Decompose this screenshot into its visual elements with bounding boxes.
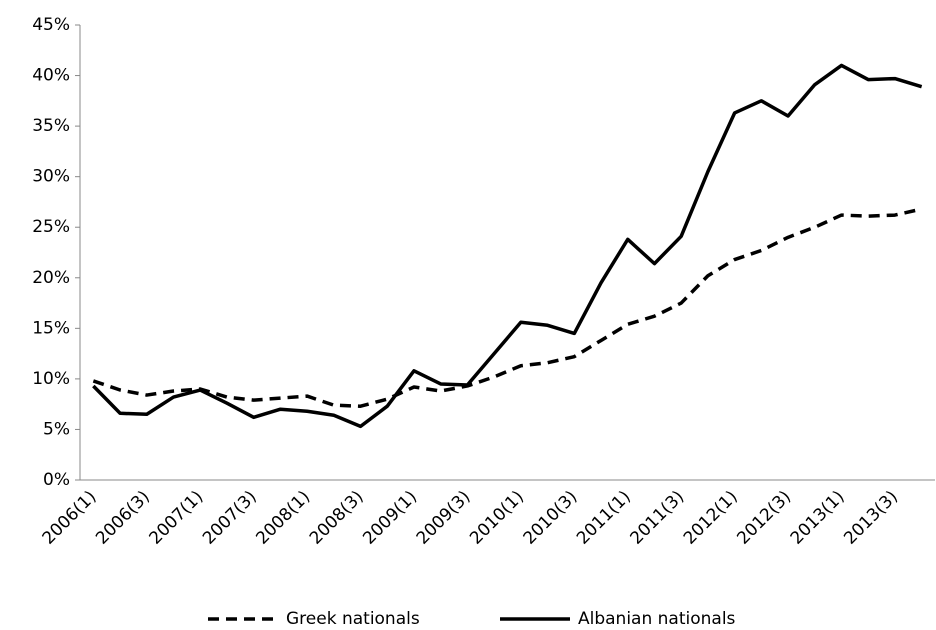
y-tick-label: 10% [32, 369, 70, 389]
y-tick-label: 40% [32, 66, 70, 86]
y-tick-label: 35% [32, 116, 70, 136]
y-tick-label: 30% [32, 167, 70, 187]
x-tick-label: 2011(3) [626, 487, 688, 549]
x-tick-label: 2012(1) [680, 487, 742, 549]
x-tick-label: 2013(3) [840, 487, 902, 549]
line [92, 207, 923, 408]
x-tick-label: 2011(1) [573, 487, 635, 549]
x-tick-label: 2007(1) [146, 487, 208, 549]
legend-label: Greek nationals [286, 609, 420, 629]
x-tick-label: 2006(3) [92, 487, 154, 549]
x-tick-label: 2008(1) [252, 487, 314, 549]
y-tick-label: 25% [32, 217, 70, 237]
x-tick-label: 2009(1) [359, 487, 421, 549]
x-tick-label: 2008(3) [306, 487, 368, 549]
x-tick-label: 2012(3) [733, 487, 795, 549]
x-tick-label: 2009(3) [413, 487, 475, 549]
line [92, 63, 923, 429]
legend-label: Albanian nationals [578, 609, 736, 629]
x-tick-label: 2013(1) [787, 487, 849, 549]
x-tick-label: 2006(1) [39, 487, 101, 549]
x-tick-label: 2010(1) [466, 487, 528, 549]
y-tick-label: 15% [32, 318, 70, 338]
x-tick-label: 2007(3) [199, 487, 261, 549]
y-tick-label: 0% [43, 470, 70, 490]
x-tick-label: 2010(3) [520, 487, 582, 549]
y-tick-label: 20% [32, 268, 70, 288]
y-tick-label: 45% [32, 15, 70, 35]
y-tick-label: 5% [43, 419, 70, 439]
